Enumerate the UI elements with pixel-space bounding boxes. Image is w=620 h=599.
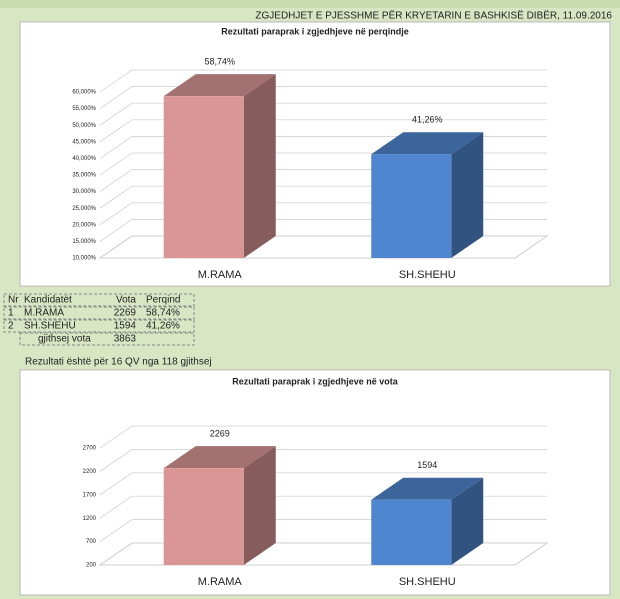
table-cell: 1594 [114,321,137,332]
y-tick-label: 60,000% [72,90,96,96]
bar [163,468,244,565]
bar [371,499,452,565]
value-label: 1594 [417,460,437,470]
table-header: Perqind [146,295,180,306]
table-cell: M.RAMA [24,308,64,319]
total-votes: 3863 [114,334,137,345]
grid-line [99,425,547,449]
bar-top [163,74,276,97]
note: Rezultati është për 16 QV nga 118 gjiths… [25,357,212,368]
table-cell: SH.SHEHU [24,321,76,332]
y-tick-label: 50,000% [72,123,96,129]
y-tick-label: 1200 [83,516,97,522]
bar-side [243,74,276,258]
y-tick-label: 35,000% [72,173,96,179]
x-tick-label: M.RAMA [198,576,243,588]
chart-title: Rezultati paraprak i zgjedhjeve në perqi… [221,26,409,36]
bar-side [451,477,484,565]
table-cell: 58,74% [146,308,180,319]
bar-top [371,132,484,155]
y-tick-label: 40,000% [72,156,96,162]
value-label: 58,74% [204,57,235,67]
chart-box [19,21,611,287]
x-tick-label: SH.SHEHU [399,576,456,588]
y-tick-label: 25,000% [72,206,96,212]
y-tick-label: 10,000% [72,256,96,262]
table-cell: 41,26% [146,321,180,332]
top-strip [0,0,620,8]
bar-top [371,477,484,500]
y-tick-label: 1700 [83,492,97,498]
total-label: gjithsej vota [38,334,91,345]
value-label: 41,26% [412,115,443,125]
grid-line [99,69,547,93]
y-tick-label: 2200 [83,469,97,475]
grid-line [99,119,547,143]
y-tick-label: 30,000% [72,189,96,195]
value-label: 2269 [210,429,230,439]
y-tick-label: 15,000% [72,239,96,245]
table-header: Vota [116,295,136,306]
grid-line [99,449,547,472]
bar [163,96,244,258]
grid-line [99,472,547,496]
bar-side [451,132,484,258]
y-tick-label: 700 [86,539,97,545]
bar-top [163,446,276,469]
y-tick-label: 45,000% [72,139,96,145]
x-tick-label: M.RAMA [198,269,243,281]
chart-box [19,369,611,596]
chart-title: Rezultati paraprak i zgjedhjeve në vota [232,376,399,386]
y-tick-label: 20,000% [72,222,96,228]
table-cell: 2 [8,321,14,332]
y-tick-label: 2700 [83,446,97,452]
y-tick-label: 55,000% [72,106,96,112]
x-tick-label: SH.SHEHU [399,269,456,281]
bar [371,154,452,258]
table-cell: 2269 [114,308,137,319]
y-tick-label: 200 [86,563,97,569]
grid-line [99,102,547,126]
table-header: Nr [8,295,19,306]
bar-side [243,446,276,565]
table-cell: 1 [8,308,14,319]
header-title: ZGJEDHJET E PJESSHME PËR KRYETARIN E BAS… [255,10,612,22]
table-header: Kandidatët [24,295,72,306]
table-borders [3,293,195,346]
grid-line [99,86,547,109]
